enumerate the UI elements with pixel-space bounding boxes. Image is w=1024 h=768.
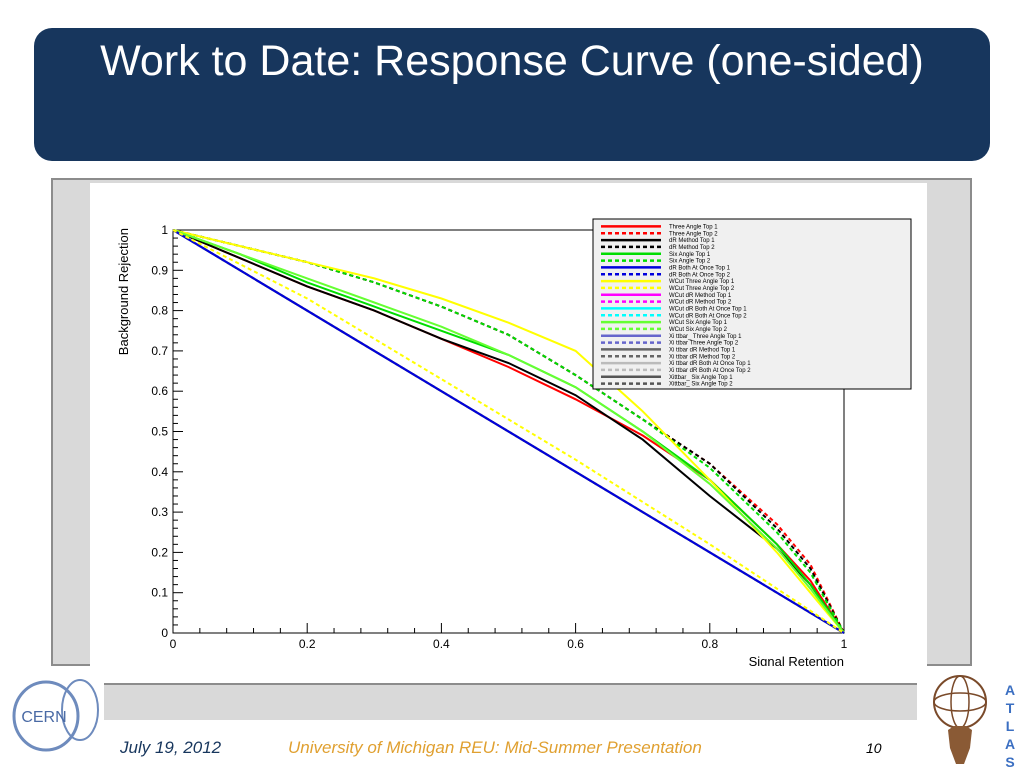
legend-entry: WCut dR Method Top 1 bbox=[669, 293, 732, 299]
title-banner: Work to Date: Response Curve (one-sided) bbox=[34, 28, 990, 161]
legend-entry: Xi ttbar dR Method Top 2 bbox=[669, 354, 736, 360]
legend-entry: Six Angle Top 2 bbox=[669, 259, 711, 265]
x-tick-label: 0.8 bbox=[701, 637, 718, 651]
response-curve-chart: 0 0.1 0.2 0.3 0.4 0.5 0.6 0.7 0.8 0.9 1 0 0.2 0.4 0.6 0… bbox=[116, 218, 912, 669]
legend-entry: dR Both At Once Top 2 bbox=[669, 272, 731, 278]
legend-entry: Six Angle Top 1 bbox=[669, 252, 711, 258]
legend-entry: Xittbar_ Six Angle Top 2 bbox=[669, 382, 733, 388]
x-tick-label: 0.4 bbox=[433, 637, 450, 651]
y-tick-label: 0 bbox=[161, 626, 168, 640]
atlas-figure-icon bbox=[948, 726, 972, 764]
series-line bbox=[172, 229, 845, 634]
legend-entry: Three Angle Top 2 bbox=[669, 231, 718, 237]
y-tick-label: 0.6 bbox=[151, 384, 168, 398]
legend-entry: Xi ttbar dR Both At Once Top 1 bbox=[669, 361, 751, 367]
y-tick-label: 1 bbox=[161, 223, 168, 237]
legend-entry: WCut Six Angle Top 2 bbox=[669, 327, 728, 333]
legend-entry: WCut dR Both At Once Top 2 bbox=[669, 313, 747, 319]
x-axis-label: Signal Retention bbox=[749, 654, 844, 666]
svg-text:T: T bbox=[1006, 700, 1015, 716]
svg-text:L: L bbox=[1006, 718, 1015, 734]
y-tick-label: 0.2 bbox=[151, 545, 168, 559]
svg-text:A: A bbox=[1005, 682, 1015, 698]
y-tick-label: 0.1 bbox=[151, 586, 168, 600]
slide-title: Work to Date: Response Curve (one-sided) bbox=[100, 37, 924, 85]
x-tick-label: 0 bbox=[170, 637, 177, 651]
legend-entry: dR Both At Once Top 1 bbox=[669, 265, 731, 271]
x-tick-label: 1 bbox=[841, 637, 848, 651]
footer-bar bbox=[104, 683, 917, 720]
legend-entry: Xi ttbar dR Method Top 1 bbox=[669, 347, 736, 353]
page-number: 10 bbox=[866, 740, 882, 756]
legend-entry: WCut Three Angle Top 2 bbox=[669, 286, 735, 292]
series-line bbox=[172, 229, 845, 634]
y-tick-label: 0.8 bbox=[151, 304, 168, 318]
legend-entry: Three Angle Top 1 bbox=[669, 224, 718, 230]
legend-entry: dR Method Top 2 bbox=[669, 245, 715, 251]
y-tick-label: 0.5 bbox=[151, 425, 168, 439]
series-line bbox=[172, 229, 845, 634]
legend-entry: WCut dR Both At Once Top 1 bbox=[669, 306, 747, 312]
legend-entry: Xittbar_ Six Angle Top 1 bbox=[669, 375, 733, 381]
legend-entry: Xi ttbar_ Three Angle Top 1 bbox=[669, 334, 742, 340]
y-axis-label: Background Rejection bbox=[116, 228, 131, 355]
x-tick-label: 0.6 bbox=[567, 637, 584, 651]
y-tick-label: 0.9 bbox=[151, 263, 168, 277]
y-tick-label: 0.4 bbox=[151, 465, 168, 479]
x-tick-label: 0.2 bbox=[299, 637, 316, 651]
svg-text:S: S bbox=[1005, 754, 1014, 768]
footer-event: University of Michigan REU: Mid-Summer P… bbox=[288, 738, 702, 757]
legend-entry: WCut dR Method Top 2 bbox=[669, 300, 732, 306]
svg-text:A: A bbox=[1005, 736, 1015, 752]
legend-entry: Xi ttbar dR Both At Once Top 2 bbox=[669, 368, 751, 374]
y-tick-label: 0.7 bbox=[151, 344, 168, 358]
cern-logo: CERN bbox=[12, 679, 99, 752]
legend-entry: dR Method Top 1 bbox=[669, 238, 715, 244]
footer-date: July 19, 2012 bbox=[120, 738, 222, 757]
legend-entry: WCut Six Angle Top 1 bbox=[669, 320, 728, 326]
cern-logo-text: CERN bbox=[21, 709, 66, 726]
legend-entry: WCut Three Angle Top 1 bbox=[669, 279, 735, 285]
atlas-logo: A T L A S bbox=[933, 675, 1015, 768]
y-tick-label: 0.3 bbox=[151, 505, 168, 519]
series-line bbox=[172, 229, 845, 634]
plot-canvas: 0 0.1 0.2 0.3 0.4 0.5 0.6 0.7 0.8 0.9 1 0 0.2 0.4 0.6 0… bbox=[90, 183, 927, 669]
legend-entry: Xi ttbar Three Angle Top 2 bbox=[669, 341, 739, 347]
